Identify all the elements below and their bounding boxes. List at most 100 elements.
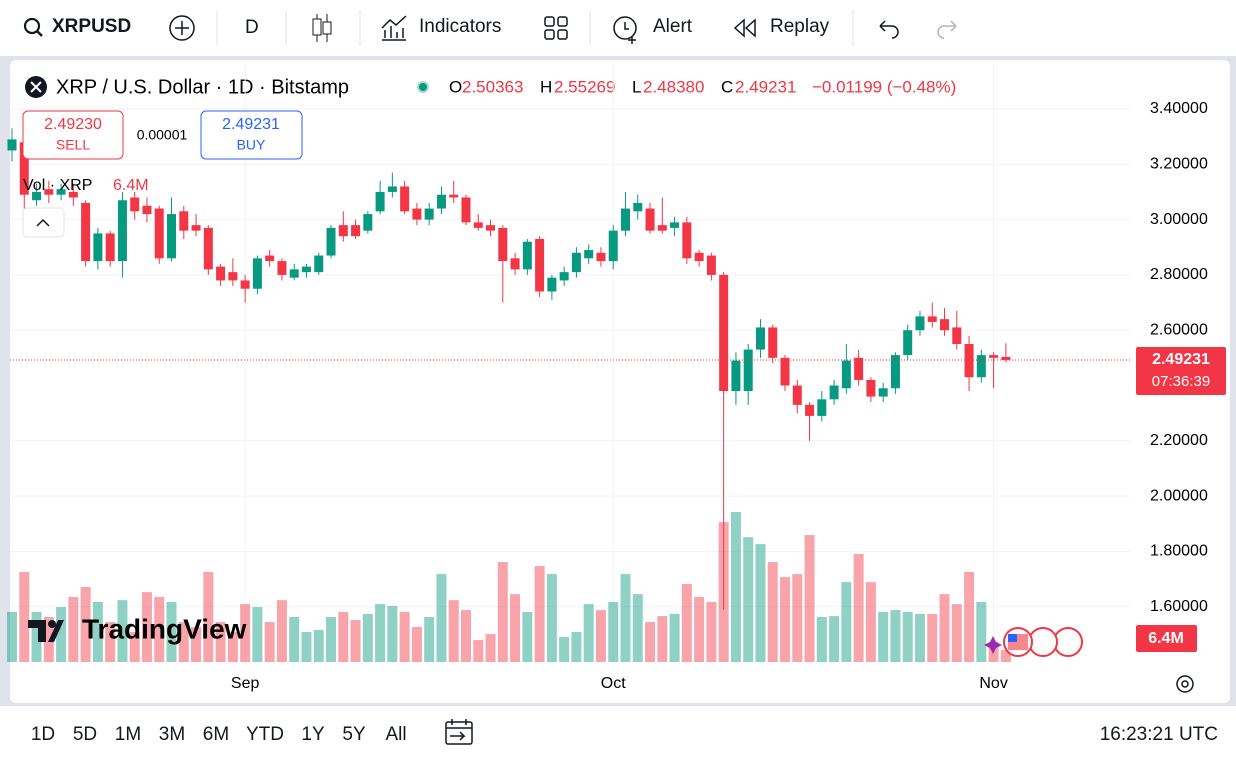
candle-body <box>277 261 287 275</box>
volume-bar <box>730 512 741 662</box>
volume-bar <box>326 617 337 662</box>
candle-body <box>817 399 827 416</box>
candle-body <box>633 203 643 212</box>
candle-body <box>19 142 29 195</box>
candle-body <box>1001 356 1011 360</box>
range-button[interactable]: 1M <box>114 724 142 745</box>
range-button[interactable]: 1D <box>30 724 56 745</box>
legend-h: H <box>540 77 552 96</box>
volume-bar <box>473 640 484 662</box>
legend-c: C <box>721 77 733 96</box>
volume-bar <box>19 572 30 662</box>
volume-bar <box>951 604 962 662</box>
candle-body <box>400 186 410 212</box>
candle-body <box>571 252 581 273</box>
range-button[interactable]: 5D <box>72 724 98 745</box>
legend-close: 2.49231 <box>735 77 796 96</box>
legend-low: 2.48380 <box>643 77 704 96</box>
candle-body <box>387 186 397 192</box>
candle-body <box>608 230 618 262</box>
legend-high: 2.55269 <box>554 77 615 96</box>
candle-body <box>363 214 373 231</box>
range-button[interactable]: All <box>385 724 407 745</box>
volume-bar <box>301 632 312 662</box>
range-button[interactable]: 6M <box>202 724 230 745</box>
symbol[interactable]: XRPUSD <box>52 16 132 37</box>
volume-bar <box>792 574 803 662</box>
candle-body <box>265 255 275 262</box>
volume-bar <box>276 600 287 662</box>
volume-bar <box>56 607 67 662</box>
spread: 0.00001 <box>137 127 188 143</box>
candle-body <box>670 222 680 228</box>
indicators-button[interactable]: Indicators <box>419 16 502 37</box>
volume-legend: Vol · XRP <box>23 177 92 194</box>
volume-bar <box>252 607 263 662</box>
price-tag <box>1136 346 1226 395</box>
candle-body <box>940 319 950 331</box>
volume-bar <box>375 604 386 662</box>
y-tick-label: 2.00000 <box>1150 487 1208 504</box>
collapse-button[interactable] <box>22 207 65 238</box>
volume-bar <box>460 610 471 662</box>
clock: 16:23:21 UTC <box>1099 724 1218 745</box>
candle-body <box>351 225 361 237</box>
volume-tag <box>1136 625 1197 652</box>
candle-body <box>179 211 189 231</box>
volume-bar <box>632 594 643 662</box>
buy-button[interactable] <box>200 110 303 160</box>
interval[interactable]: D <box>245 17 259 38</box>
candle-body <box>449 194 459 198</box>
volume-bar <box>68 596 79 662</box>
candle-body <box>743 349 753 392</box>
candle-body <box>154 208 164 259</box>
candle-body <box>252 258 262 289</box>
candle-body <box>326 227 336 256</box>
volume-bar <box>485 634 496 662</box>
candle-body <box>645 208 655 231</box>
chart-title: XRP / U.S. Dollar · 1D · Bitstamp <box>56 76 349 98</box>
alert-button[interactable]: Alert <box>653 16 693 37</box>
x-tick-label: Oct <box>601 675 626 692</box>
candle-body <box>805 404 815 416</box>
volume-bar <box>424 617 435 662</box>
candle-body <box>81 203 91 262</box>
volume-bar <box>129 632 140 662</box>
candle-body <box>498 227 508 262</box>
volume-bar <box>448 600 459 662</box>
range-button[interactable]: YTD <box>246 724 284 745</box>
volume-bar <box>411 626 422 662</box>
volume-bar <box>939 594 950 662</box>
range-button[interactable]: 3M <box>158 724 186 745</box>
sell-button[interactable] <box>22 110 124 160</box>
volume-bar <box>215 622 226 662</box>
candle-body <box>130 197 140 212</box>
candle-body <box>314 255 324 273</box>
candle-body <box>412 208 422 220</box>
range-button[interactable]: 5Y <box>342 724 366 745</box>
buy-label: BUY <box>237 137 266 153</box>
volume-bar <box>743 537 754 662</box>
range-button[interactable]: 1Y <box>301 724 325 745</box>
candle-body <box>780 357 790 386</box>
candle-body <box>228 272 238 281</box>
candle-body <box>596 252 606 262</box>
spread-bg <box>126 122 198 148</box>
volume-bar <box>497 562 508 662</box>
y-tick-label: 2.60000 <box>1150 321 1208 338</box>
date-range-icon[interactable] <box>440 714 480 754</box>
volume-bar <box>681 584 692 662</box>
candle-body <box>191 225 201 231</box>
replay-button[interactable]: Replay <box>770 16 830 37</box>
volume-bar <box>853 554 864 662</box>
volume-bar <box>399 611 410 662</box>
y-tick-label: 3.20000 <box>1150 156 1208 173</box>
candle-body <box>142 205 152 215</box>
volume-bar <box>780 577 791 662</box>
candle-body <box>854 357 864 380</box>
volume-bar <box>31 611 42 662</box>
candle-body <box>167 214 177 259</box>
price-tag-countdown: 07:36:39 <box>1152 373 1210 390</box>
candle-body <box>559 272 569 281</box>
